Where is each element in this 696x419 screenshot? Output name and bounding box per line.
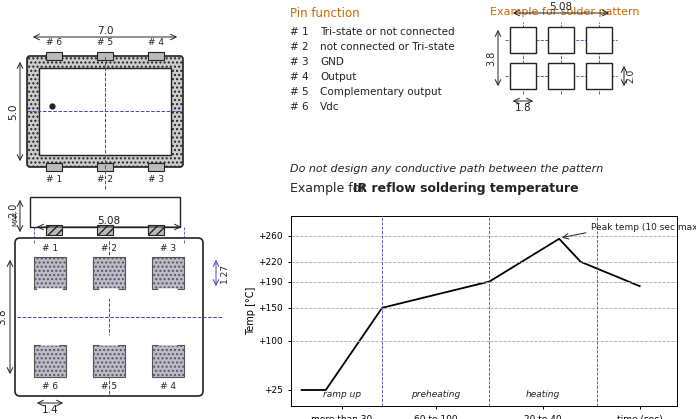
Text: 3.8: 3.8 <box>0 309 7 325</box>
Wedge shape <box>100 336 118 345</box>
Bar <box>148 225 164 235</box>
Bar <box>97 52 113 60</box>
Text: 3.8: 3.8 <box>486 50 496 66</box>
Text: # 4: # 4 <box>160 382 176 391</box>
Text: # 3: # 3 <box>160 244 176 253</box>
Text: MAX: MAX <box>12 210 18 226</box>
Bar <box>34 257 66 289</box>
Bar <box>97 163 113 171</box>
Text: 1.27: 1.27 <box>220 263 229 283</box>
Text: # 5: # 5 <box>290 87 308 97</box>
Text: # 1: # 1 <box>290 27 308 37</box>
Bar <box>46 225 62 235</box>
Wedge shape <box>100 289 118 298</box>
Bar <box>510 63 536 89</box>
Text: 5.0: 5.0 <box>8 103 18 120</box>
Wedge shape <box>41 336 59 345</box>
Text: 7.0: 7.0 <box>97 26 113 36</box>
FancyBboxPatch shape <box>15 238 203 396</box>
Text: Vdc: Vdc <box>320 102 340 112</box>
Text: # 1: # 1 <box>42 244 58 253</box>
Text: # 6: # 6 <box>46 38 62 47</box>
Wedge shape <box>159 336 177 345</box>
Bar <box>148 163 164 171</box>
FancyBboxPatch shape <box>27 56 183 167</box>
Text: Pin function: Pin function <box>290 7 360 20</box>
Bar <box>39 68 171 155</box>
Text: preheating: preheating <box>411 390 461 398</box>
Text: Complementary output: Complementary output <box>320 87 442 97</box>
Bar <box>93 257 125 289</box>
Text: # 2: # 2 <box>97 175 113 184</box>
Text: Peak temp (10 sec max): Peak temp (10 sec max) <box>592 223 696 232</box>
Text: heating: heating <box>526 390 560 398</box>
Bar <box>548 27 574 53</box>
Bar <box>46 163 62 171</box>
Bar <box>148 52 164 60</box>
Text: # 1: # 1 <box>46 175 62 184</box>
Bar <box>510 27 536 53</box>
Text: not connected or Tri-state: not connected or Tri-state <box>320 42 454 52</box>
Bar <box>586 27 612 53</box>
Text: # 2: # 2 <box>290 42 308 52</box>
Text: 5.08: 5.08 <box>97 216 120 226</box>
Text: 5.08: 5.08 <box>549 2 573 12</box>
Bar <box>93 345 125 377</box>
Y-axis label: Temp [°C]: Temp [°C] <box>246 287 256 335</box>
Text: Example for solder pattern: Example for solder pattern <box>490 7 640 17</box>
Bar <box>152 257 184 289</box>
Text: # 3: # 3 <box>290 57 308 67</box>
Bar <box>548 63 574 89</box>
Text: # 6: # 6 <box>290 102 308 112</box>
Bar <box>97 225 113 235</box>
Text: Example for: Example for <box>290 182 370 195</box>
Text: 2.0: 2.0 <box>8 202 18 218</box>
Bar <box>152 345 184 377</box>
Text: # 5: # 5 <box>101 382 117 391</box>
Text: Tri-state or not connected: Tri-state or not connected <box>320 27 454 37</box>
Text: # 2: # 2 <box>101 244 117 253</box>
Text: GND: GND <box>320 57 344 67</box>
Text: 1.8: 1.8 <box>514 103 531 113</box>
Text: IR reflow soldering temperature: IR reflow soldering temperature <box>353 182 578 195</box>
Text: # 3: # 3 <box>148 175 164 184</box>
Text: 2.0: 2.0 <box>626 69 635 83</box>
Text: # 4: # 4 <box>290 72 308 82</box>
Text: Do not design any conductive path between the pattern: Do not design any conductive path betwee… <box>290 164 603 174</box>
Bar <box>30 197 180 227</box>
Wedge shape <box>159 289 177 298</box>
Text: # 6: # 6 <box>42 382 58 391</box>
Text: # 4: # 4 <box>148 38 164 47</box>
Text: ramp up: ramp up <box>323 390 361 398</box>
Wedge shape <box>38 289 62 301</box>
Text: 1.4: 1.4 <box>42 405 58 415</box>
Bar <box>586 63 612 89</box>
Bar <box>46 52 62 60</box>
Text: # 5: # 5 <box>97 38 113 47</box>
Text: Output: Output <box>320 72 356 82</box>
Bar <box>34 345 66 377</box>
